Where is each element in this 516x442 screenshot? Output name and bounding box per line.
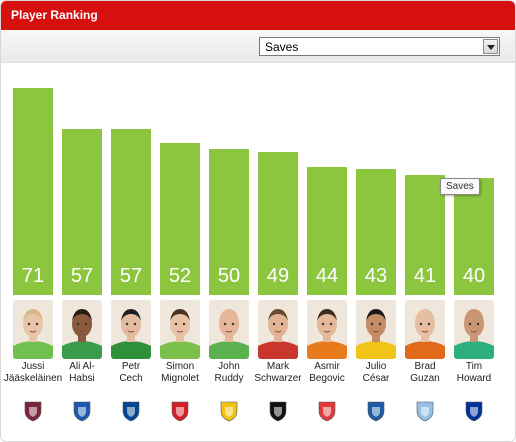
- bar-value-label: 44: [315, 265, 339, 287]
- player-name[interactable]: Brad Guzan: [410, 361, 440, 384]
- toolbar: Saves: [1, 30, 515, 63]
- west-ham-crest-icon[interactable]: [22, 400, 44, 422]
- bar[interactable]: [258, 152, 298, 295]
- player-photo: [356, 300, 396, 359]
- player-photo: [13, 300, 53, 359]
- player-name[interactable]: Julio César: [362, 361, 390, 384]
- bar[interactable]: [454, 178, 494, 295]
- bar-value-label: 57: [70, 265, 94, 287]
- player-name[interactable]: Simon Mignolet: [161, 361, 199, 384]
- bar-value-label: 50: [217, 265, 241, 287]
- bar-value-label: 41: [413, 265, 437, 287]
- aston-villa-crest-icon[interactable]: [414, 400, 436, 422]
- player-name[interactable]: Mark Schwarzer: [254, 361, 302, 384]
- wigan-crest-icon[interactable]: [71, 400, 93, 422]
- chevron-down-icon[interactable]: [483, 39, 498, 54]
- fulham-crest-icon[interactable]: [267, 400, 289, 422]
- widget-header: Player Ranking: [1, 1, 515, 30]
- player-name[interactable]: John Ruddy: [214, 361, 244, 384]
- bar-value-label: 52: [168, 265, 192, 287]
- player-name[interactable]: Ali Al- Habsi: [69, 361, 95, 384]
- bar-value-label: 40: [462, 265, 486, 287]
- bar-value-label: 49: [266, 265, 290, 287]
- bar-value-label: 43: [364, 265, 388, 287]
- widget-title: Player Ranking: [11, 8, 98, 22]
- player-photo: [160, 300, 200, 359]
- player-name[interactable]: Tim Howard: [456, 361, 492, 384]
- player-photo: [209, 300, 249, 359]
- stat-selector-value: Saves: [265, 40, 299, 54]
- player-name[interactable]: Asmir Begovic: [309, 361, 345, 384]
- player-photo: [454, 300, 494, 359]
- qpr-crest-icon[interactable]: [365, 400, 387, 422]
- chelsea-crest-icon[interactable]: [120, 400, 142, 422]
- bar[interactable]: [307, 167, 347, 295]
- bar[interactable]: [209, 149, 249, 295]
- player-photo: [307, 300, 347, 359]
- bar[interactable]: [405, 175, 445, 295]
- stat-selector-dropdown[interactable]: Saves: [259, 37, 500, 56]
- player-photo: [405, 300, 445, 359]
- bar[interactable]: [111, 129, 151, 295]
- stoke-crest-icon[interactable]: [316, 400, 338, 422]
- bar-tooltip: Saves: [440, 178, 480, 195]
- bar[interactable]: [13, 88, 53, 295]
- bar-value-label: 71: [21, 265, 45, 287]
- sunderland-crest-icon[interactable]: [169, 400, 191, 422]
- bar[interactable]: [160, 143, 200, 295]
- norwich-crest-icon[interactable]: [218, 400, 240, 422]
- everton-crest-icon[interactable]: [463, 400, 485, 422]
- player-photo: [62, 300, 102, 359]
- bar-value-label: 57: [119, 265, 143, 287]
- player-name[interactable]: Petr Cech: [119, 361, 143, 384]
- bar[interactable]: [356, 169, 396, 295]
- bar[interactable]: [62, 129, 102, 295]
- player-photo: [258, 300, 298, 359]
- ranking-bar-chart: 71 Jussi Jääskeläinen 57 Ali Al- Habsi 57 Pet…: [1, 63, 515, 441]
- player-name[interactable]: Jussi Jääskeläinen: [3, 361, 63, 384]
- player-photo: [111, 300, 151, 359]
